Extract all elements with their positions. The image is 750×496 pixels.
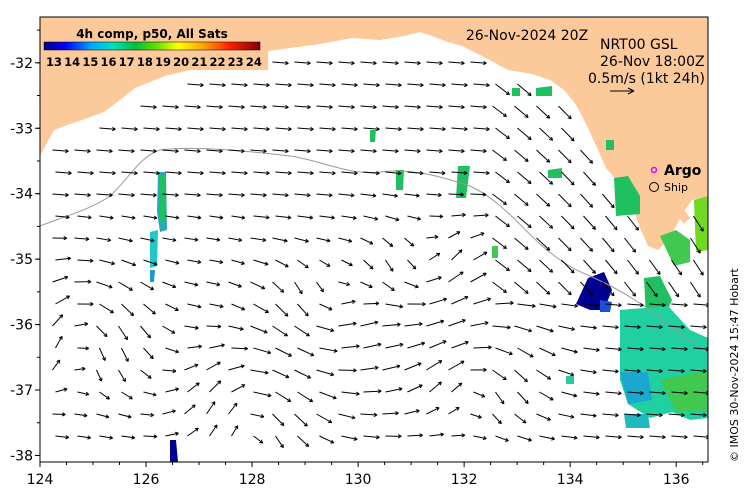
y-tick-label: -36: [10, 318, 33, 334]
x-tick-label: 130: [345, 472, 372, 488]
x-tick-label: 132: [451, 472, 478, 488]
shelf-contour: [40, 147, 708, 353]
y-tick-label: -33: [10, 121, 33, 137]
product-line-2: 26-Nov 18:00Z: [600, 54, 705, 70]
colorbar-tick-label: 17: [119, 55, 135, 69]
product-line-1: NRT00 GSL: [600, 37, 678, 53]
colorbar-tick-label: 24: [246, 55, 262, 69]
argo-marker-icon: [650, 166, 658, 174]
colorbar-title: 4h comp, p50, All Sats: [76, 27, 228, 41]
scale-arrow: [610, 87, 635, 95]
colorbar-tick-label: 20: [173, 55, 189, 69]
argo-label: Argo: [664, 163, 702, 179]
map-date: 26-Nov-2024 20Z: [466, 28, 588, 44]
colorbar: 4h comp, p50, All Sats 13 14 15 16 17 18 19 20 2…: [42, 24, 268, 70]
y-tick-label: -32: [10, 56, 33, 72]
y-tick-label: -35: [10, 252, 33, 268]
plot-frame: [39, 16, 709, 463]
y-tick-label: -37: [10, 383, 33, 399]
x-tick-label: 128: [239, 472, 266, 488]
colorbar-tick-label: 14: [64, 55, 80, 69]
colorbar-tick-label: 21: [191, 55, 207, 69]
colorbar-tick-label: 23: [228, 55, 244, 69]
colorbar-tick-label: 19: [155, 55, 171, 69]
credit-text: © IMOS 30-Nov-2024 15:47 Hobart: [728, 268, 741, 462]
y-axis: -32 -33 -34 -35 -36 -37 -38: [10, 29, 40, 464]
colorbar-tick-label: 15: [82, 55, 98, 69]
ship-marker-icon: [649, 182, 659, 192]
colorbar-ticks: 13 14 15 16 17 18 19 20 21 22 23 24: [46, 55, 262, 69]
y-tick-label: -38: [10, 448, 33, 464]
colorbar-tick-label: 16: [100, 55, 116, 69]
x-tick-label: 134: [557, 472, 584, 488]
x-tick-label: 124: [27, 472, 54, 488]
land-island: [676, 210, 690, 224]
x-axis: 124 126 128 130 132 134 136: [27, 462, 704, 488]
colorbar-gradient: [43, 41, 261, 51]
ship-label: Ship: [664, 181, 688, 194]
product-line-3: 0.5m/s (1kt 24h): [588, 71, 705, 87]
land-australia: [40, 17, 708, 250]
x-tick-label: 136: [663, 472, 690, 488]
current-vectors: [52, 60, 708, 449]
y-tick-label: -34: [10, 187, 33, 203]
colorbar-tick-label: 13: [46, 55, 62, 69]
colorbar-tick-label: 18: [137, 55, 153, 69]
colorbar-tick-label: 22: [209, 55, 225, 69]
x-tick-label: 126: [133, 472, 160, 488]
